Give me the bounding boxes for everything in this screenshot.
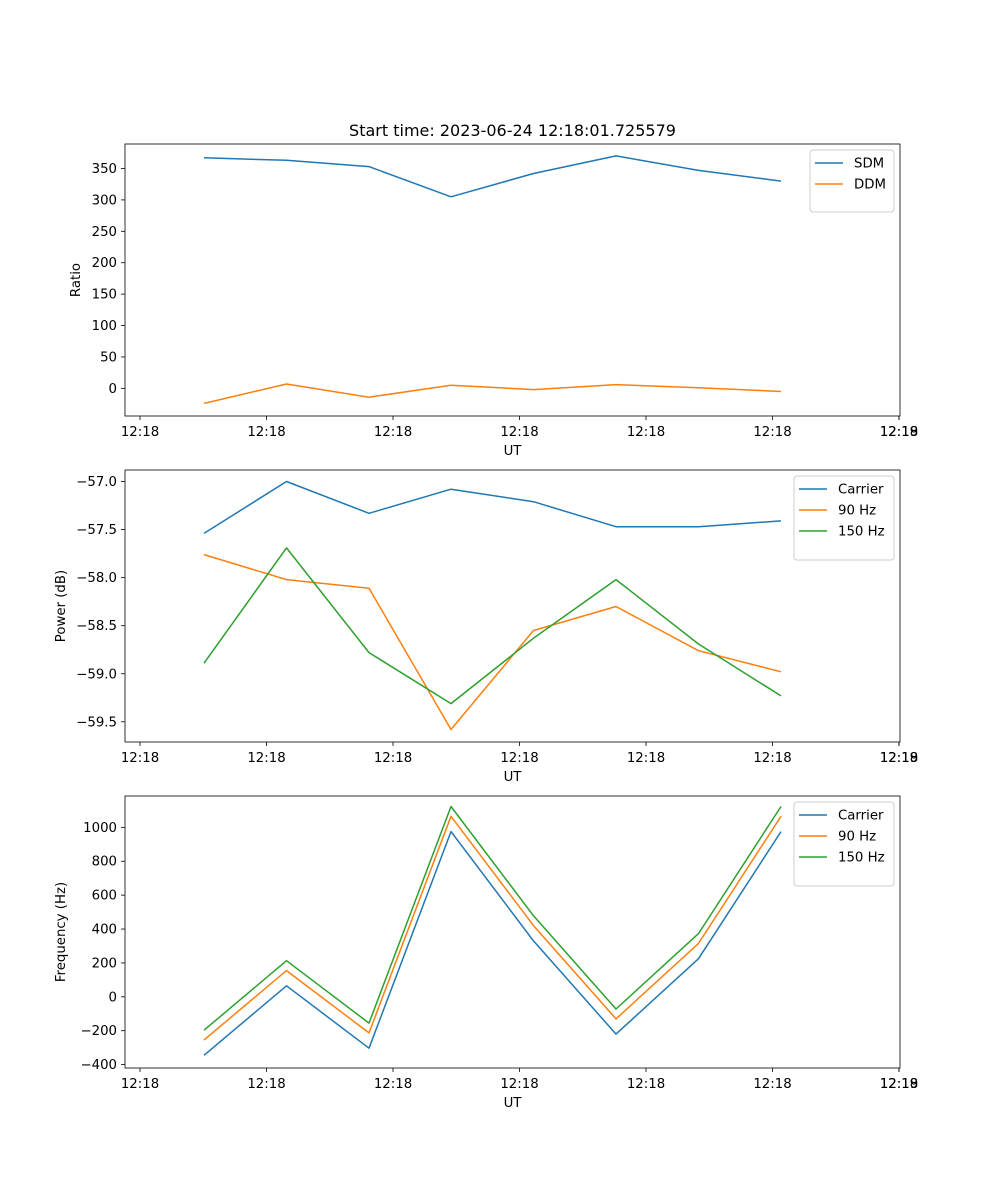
legend-label: SDM bbox=[854, 157, 884, 172]
y-tick-label: −57.0 bbox=[76, 475, 117, 490]
x-tick-label: 12:18 bbox=[247, 1077, 285, 1092]
x-tick-label: 12:18 bbox=[374, 751, 412, 766]
y-tick-label: −59.0 bbox=[76, 667, 117, 682]
y-tick-label: 400 bbox=[92, 923, 117, 938]
x-tick-label: 12:18 bbox=[753, 425, 791, 440]
y-tick-label: 0 bbox=[109, 990, 117, 1005]
x-tick-label: 12:18 bbox=[121, 1077, 159, 1092]
x-tick-label: 12:18 bbox=[880, 751, 918, 766]
x-axis-label: UT bbox=[504, 770, 523, 785]
x-tick-label: 12:19 bbox=[880, 1077, 918, 1092]
y-tick-label: 350 bbox=[92, 162, 117, 177]
x-tick-label: 12:18 bbox=[753, 1077, 791, 1092]
y-tick-label: −58.5 bbox=[76, 619, 117, 634]
y-axis-label: Ratio bbox=[69, 263, 84, 297]
y-tick-label: −57.5 bbox=[76, 523, 117, 538]
y-tick-label: −59.5 bbox=[76, 715, 117, 730]
chart-panel-2: 12:18 12:18 12:18 12:18 12:18 12:18 12:1812:19… bbox=[54, 469, 918, 785]
figure-title: Start time: 2023-06-24 12:18:01.725579 bbox=[349, 121, 676, 140]
y-tick-label: 200 bbox=[92, 256, 117, 271]
x-tick-label: 12:18 bbox=[880, 425, 918, 440]
legend-box bbox=[793, 475, 895, 561]
y-axis-label: Frequency (Hz) bbox=[54, 882, 69, 982]
legend: SDM DDM bbox=[809, 149, 895, 213]
x-tick-label: 12:18 bbox=[374, 425, 412, 440]
legend: Carrier 90 Hz 150 Hz bbox=[793, 475, 895, 561]
x-axis-label: UT bbox=[504, 1096, 523, 1111]
y-tick-label: −400 bbox=[80, 1058, 117, 1073]
plot-frame bbox=[124, 469, 901, 743]
series-line-90-hz bbox=[203, 553, 782, 731]
legend-label: 150 Hz bbox=[838, 525, 885, 540]
legend-label: 150 Hz bbox=[838, 851, 885, 866]
series-line-sdm bbox=[203, 155, 782, 198]
legend-label: Carrier bbox=[838, 483, 884, 498]
y-tick-label: 0 bbox=[109, 382, 117, 397]
x-tick-label: 12:18 bbox=[121, 751, 159, 766]
series-line-150-hz bbox=[203, 805, 782, 1031]
y-tick-label: 50 bbox=[100, 350, 117, 365]
series-line-carrier bbox=[203, 480, 782, 535]
x-tick-label: 12:18 bbox=[627, 425, 665, 440]
x-tick-label: 12:18 bbox=[500, 751, 538, 766]
legend-label: 90 Hz bbox=[838, 830, 876, 845]
legend-label: DDM bbox=[854, 178, 886, 193]
plot-frame bbox=[124, 795, 901, 1069]
chart-panel-3: 12:18 12:18 12:18 12:18 12:18 12:18 12:1812:19… bbox=[54, 795, 918, 1111]
y-tick-label: 300 bbox=[92, 193, 117, 208]
y-tick-label: −200 bbox=[80, 1024, 117, 1039]
legend-box bbox=[809, 149, 895, 213]
y-tick-label: 250 bbox=[92, 225, 117, 240]
x-tick-label: 12:18 bbox=[374, 1077, 412, 1092]
y-tick-label: 800 bbox=[92, 855, 117, 870]
y-tick-label: 100 bbox=[92, 319, 117, 334]
chart-panel-1: 12:18 12:18 12:18 12:18 12:18 12:18 12:1812:19… bbox=[69, 143, 918, 459]
x-tick-label: 12:18 bbox=[500, 1077, 538, 1092]
x-tick-label: 12:18 bbox=[247, 425, 285, 440]
legend: Carrier 90 Hz 150 Hz bbox=[793, 801, 895, 887]
y-tick-label: 150 bbox=[92, 288, 117, 303]
y-tick-label: 600 bbox=[92, 889, 117, 904]
x-tick-label: 12:18 bbox=[627, 1077, 665, 1092]
x-tick-label: 12:18 bbox=[247, 751, 285, 766]
x-tick-label: 12:19 bbox=[880, 751, 918, 766]
series-line-150-hz bbox=[203, 547, 782, 705]
series-line-ddm bbox=[203, 383, 782, 405]
x-tick-label: 12:18 bbox=[627, 751, 665, 766]
series-line-carrier bbox=[203, 830, 782, 1056]
x-tick-label: 12:19 bbox=[880, 425, 918, 440]
y-tick-label: 1000 bbox=[83, 821, 117, 836]
x-tick-label: 12:18 bbox=[880, 1077, 918, 1092]
legend-label: Carrier bbox=[838, 809, 884, 824]
x-tick-label: 12:18 bbox=[753, 751, 791, 766]
y-tick-label: 200 bbox=[92, 956, 117, 971]
y-tick-label: −58.0 bbox=[76, 571, 117, 586]
legend-label: 90 Hz bbox=[838, 504, 876, 519]
x-tick-label: 12:18 bbox=[500, 425, 538, 440]
legend-box bbox=[793, 801, 895, 887]
plot-frame bbox=[124, 143, 901, 417]
x-axis-label: UT bbox=[504, 444, 523, 459]
y-axis-label: Power (dB) bbox=[54, 570, 69, 642]
x-tick-label: 12:18 bbox=[121, 425, 159, 440]
series-line-90-hz bbox=[203, 815, 782, 1041]
